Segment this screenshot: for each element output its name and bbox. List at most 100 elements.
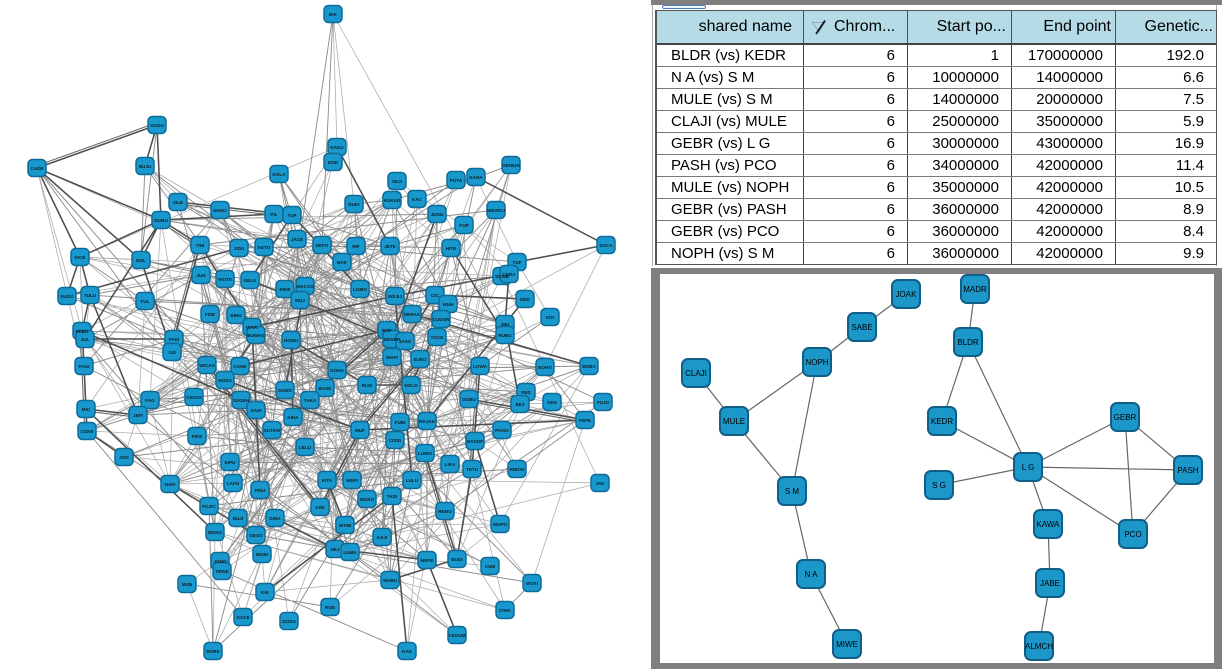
svg-text:BIK: BIK bbox=[329, 12, 338, 17]
svg-text:KOLA: KOLA bbox=[272, 172, 286, 177]
svg-text:WOTI: WOTI bbox=[526, 581, 538, 586]
svg-text:RIJO: RIJO bbox=[362, 383, 373, 388]
svg-text:JASO: JASO bbox=[399, 339, 412, 344]
svg-text:FISE: FISE bbox=[205, 312, 215, 317]
svg-text:FAG: FAG bbox=[145, 398, 155, 403]
svg-text:REMU: REMU bbox=[438, 509, 452, 514]
svg-text:LOWA: LOWA bbox=[473, 364, 487, 369]
svg-text:FOP: FOP bbox=[459, 223, 468, 228]
svg-text:GITI: GITI bbox=[546, 315, 555, 320]
svg-text:CUDON: CUDON bbox=[433, 317, 451, 322]
svg-text:SEJI: SEJI bbox=[392, 179, 402, 184]
svg-text:BAK: BAK bbox=[337, 260, 348, 265]
svg-text:MONO: MONO bbox=[208, 530, 223, 535]
svg-text:JIJI: JIJI bbox=[168, 350, 176, 355]
svg-text:S M: S M bbox=[785, 487, 800, 496]
svg-text:NOLO: NOLO bbox=[404, 383, 418, 388]
svg-text:KAC: KAC bbox=[412, 197, 423, 202]
svg-text:PCO: PCO bbox=[1124, 530, 1141, 539]
svg-text:DOBU: DOBU bbox=[462, 397, 476, 402]
svg-text:LUMA: LUMA bbox=[343, 550, 357, 555]
svg-text:RIF: RIF bbox=[352, 244, 360, 249]
svg-text:SUTEW: SUTEW bbox=[264, 428, 281, 433]
svg-text:CISID: CISID bbox=[389, 438, 402, 443]
svg-text:ROJAK: ROJAK bbox=[419, 419, 436, 424]
svg-text:MUN: MUN bbox=[182, 582, 193, 587]
svg-text:SAHI: SAHI bbox=[251, 408, 262, 413]
svg-text:GESO: GESO bbox=[249, 533, 263, 538]
svg-text:CIWA: CIWA bbox=[499, 608, 512, 613]
svg-text:WUH: WUH bbox=[443, 302, 455, 307]
svg-text:CIGOG: CIGOG bbox=[186, 395, 202, 400]
svg-text:WACAG: WACAG bbox=[296, 284, 314, 289]
svg-text:CEGUM: CEGUM bbox=[448, 633, 465, 638]
svg-text:JUN: JUN bbox=[196, 273, 206, 278]
svg-text:PASH: PASH bbox=[1177, 466, 1198, 475]
svg-text:FUJO: FUJO bbox=[597, 400, 610, 405]
svg-text:WABU: WABU bbox=[383, 578, 398, 583]
svg-text:MIWE: MIWE bbox=[836, 640, 858, 649]
svg-text:JON: JON bbox=[119, 455, 129, 460]
svg-text:DOSU: DOSU bbox=[282, 619, 296, 624]
svg-text:BUJI: BUJI bbox=[233, 516, 243, 521]
svg-text:JUL: JUL bbox=[81, 337, 90, 342]
svg-text:CANE: CANE bbox=[233, 364, 246, 369]
svg-text:GEG: GEG bbox=[547, 400, 558, 405]
svg-text:WICAS: WICAS bbox=[199, 363, 214, 368]
svg-text:JETE: JETE bbox=[384, 244, 396, 249]
svg-text:JEFI: JEFI bbox=[133, 413, 143, 418]
svg-text:NAFI: NAFI bbox=[165, 482, 176, 487]
svg-text:DUMU: DUMU bbox=[154, 218, 168, 223]
svg-text:KUKAD: KUKAD bbox=[384, 198, 401, 203]
svg-text:TUF: TUF bbox=[513, 260, 522, 265]
svg-text:WUKO: WUKO bbox=[360, 497, 375, 502]
svg-text:WAFI: WAFI bbox=[246, 325, 257, 330]
svg-text:NADO: NADO bbox=[213, 208, 227, 213]
svg-text:SOWE: SOWE bbox=[495, 274, 509, 279]
svg-text:KITA: KITA bbox=[322, 478, 333, 483]
svg-text:JONO: JONO bbox=[213, 559, 226, 564]
svg-text:TULU: TULU bbox=[84, 293, 97, 298]
svg-text:ALMCH: ALMCH bbox=[1025, 642, 1053, 651]
svg-text:NITIM: NITIM bbox=[339, 523, 352, 528]
svg-text:TADI: TADI bbox=[387, 494, 397, 499]
svg-text:WEWOJ: WEWOJ bbox=[487, 208, 505, 213]
svg-text:SUKO: SUKO bbox=[413, 357, 427, 362]
svg-text:WAPI: WAPI bbox=[386, 355, 398, 360]
svg-text:RORE: RORE bbox=[206, 649, 219, 654]
svg-text:GADU: GADU bbox=[150, 123, 164, 128]
svg-text:RUBU: RUBU bbox=[498, 333, 512, 338]
svg-text:LOMO: LOMO bbox=[353, 287, 367, 292]
svg-text:PAKI: PAKI bbox=[169, 337, 180, 342]
svg-text:CIC: CIC bbox=[431, 293, 440, 298]
svg-text:SOCA: SOCA bbox=[599, 243, 613, 248]
svg-text:POGO: POGO bbox=[495, 428, 509, 433]
svg-text:SILE: SILE bbox=[173, 200, 183, 205]
svg-text:TUF: TUF bbox=[288, 213, 297, 218]
svg-text:RIBON: RIBON bbox=[510, 467, 525, 472]
svg-text:CERA: CERA bbox=[502, 272, 516, 277]
svg-text:LAFU: LAFU bbox=[227, 481, 240, 486]
svg-text:MUF: MUF bbox=[355, 428, 365, 433]
svg-text:DEFO: DEFO bbox=[316, 243, 329, 248]
svg-text:HOSU: HOSU bbox=[218, 378, 232, 383]
svg-text:BEJ: BEJ bbox=[516, 402, 525, 407]
svg-text:HOMU: HOMU bbox=[284, 338, 299, 343]
svg-text:WEPI: WEPI bbox=[346, 478, 358, 483]
svg-text:MEPE: MEPE bbox=[420, 558, 433, 563]
svg-text:KEDR: KEDR bbox=[931, 417, 953, 426]
svg-text:KIHA: KIHA bbox=[287, 415, 299, 420]
svg-text:JAK: JAK bbox=[595, 481, 605, 486]
svg-text:MULE: MULE bbox=[723, 417, 745, 426]
svg-text:DERAK: DERAK bbox=[404, 312, 421, 317]
svg-text:KICE: KICE bbox=[75, 255, 86, 260]
svg-text:TAKA: TAKA bbox=[304, 398, 317, 403]
svg-text:GEBR: GEBR bbox=[1114, 413, 1137, 422]
svg-text:DEGER: DEGER bbox=[384, 337, 401, 342]
svg-text:TEWE: TEWE bbox=[215, 569, 228, 574]
svg-text:SUDO: SUDO bbox=[60, 294, 74, 299]
svg-text:JUGU: JUGU bbox=[431, 212, 444, 217]
svg-text:PED: PED bbox=[521, 390, 531, 395]
svg-text:KIK: KIK bbox=[261, 590, 270, 595]
svg-text:JACE: JACE bbox=[291, 237, 303, 242]
